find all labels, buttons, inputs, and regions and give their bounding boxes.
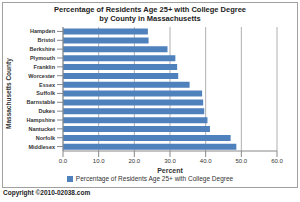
html-text:Percentage of Residents Age 25: Percentage of Residents Age 25+ with Col…: [54, 5, 246, 14]
svg-text:Bristol: Bristol: [38, 37, 56, 43]
svg-text:Massachusetts County: Massachusetts County: [8, 58, 13, 129]
svg-text:Barnstable: Barnstable: [27, 99, 55, 105]
svg-text:Essex: Essex: [39, 82, 56, 88]
html-text:Copyright ©2010-02038.com: Copyright ©2010-02038.com: [3, 189, 91, 196]
svg-text:Percent: Percent: [157, 167, 183, 173]
svg-text:Worcester: Worcester: [28, 73, 56, 79]
svg-text:Plymouth: Plymouth: [30, 55, 56, 61]
svg-text:Middlesex: Middlesex: [28, 144, 56, 150]
html-text:Percentage of Residents Age 25: Percentage of Residents Age 25+ with Col…: [75, 175, 234, 182]
svg-text:10.0: 10.0: [93, 158, 105, 164]
svg-text:50.0: 50.0: [235, 158, 247, 164]
svg-text:Suffolk: Suffolk: [36, 90, 56, 96]
svg-text:20.0: 20.0: [128, 158, 140, 164]
svg-text:0.0: 0.0: [59, 158, 68, 164]
svg-text:Franklin: Franklin: [34, 64, 56, 70]
svg-text:Hampden: Hampden: [30, 28, 56, 34]
svg-text:Dukes: Dukes: [38, 108, 55, 114]
svg-text:60.0: 60.0: [271, 158, 283, 164]
svg-text:Berkshire: Berkshire: [30, 46, 55, 52]
svg-text:Nantucket: Nantucket: [28, 126, 55, 132]
html-text:by County in Massachusetts: by County in Massachusetts: [99, 14, 201, 23]
svg-text:30.0: 30.0: [164, 158, 176, 164]
svg-text:Hampshire: Hampshire: [27, 117, 55, 123]
svg-text:Norfolk: Norfolk: [36, 135, 56, 141]
svg-text:40.0: 40.0: [200, 158, 212, 164]
